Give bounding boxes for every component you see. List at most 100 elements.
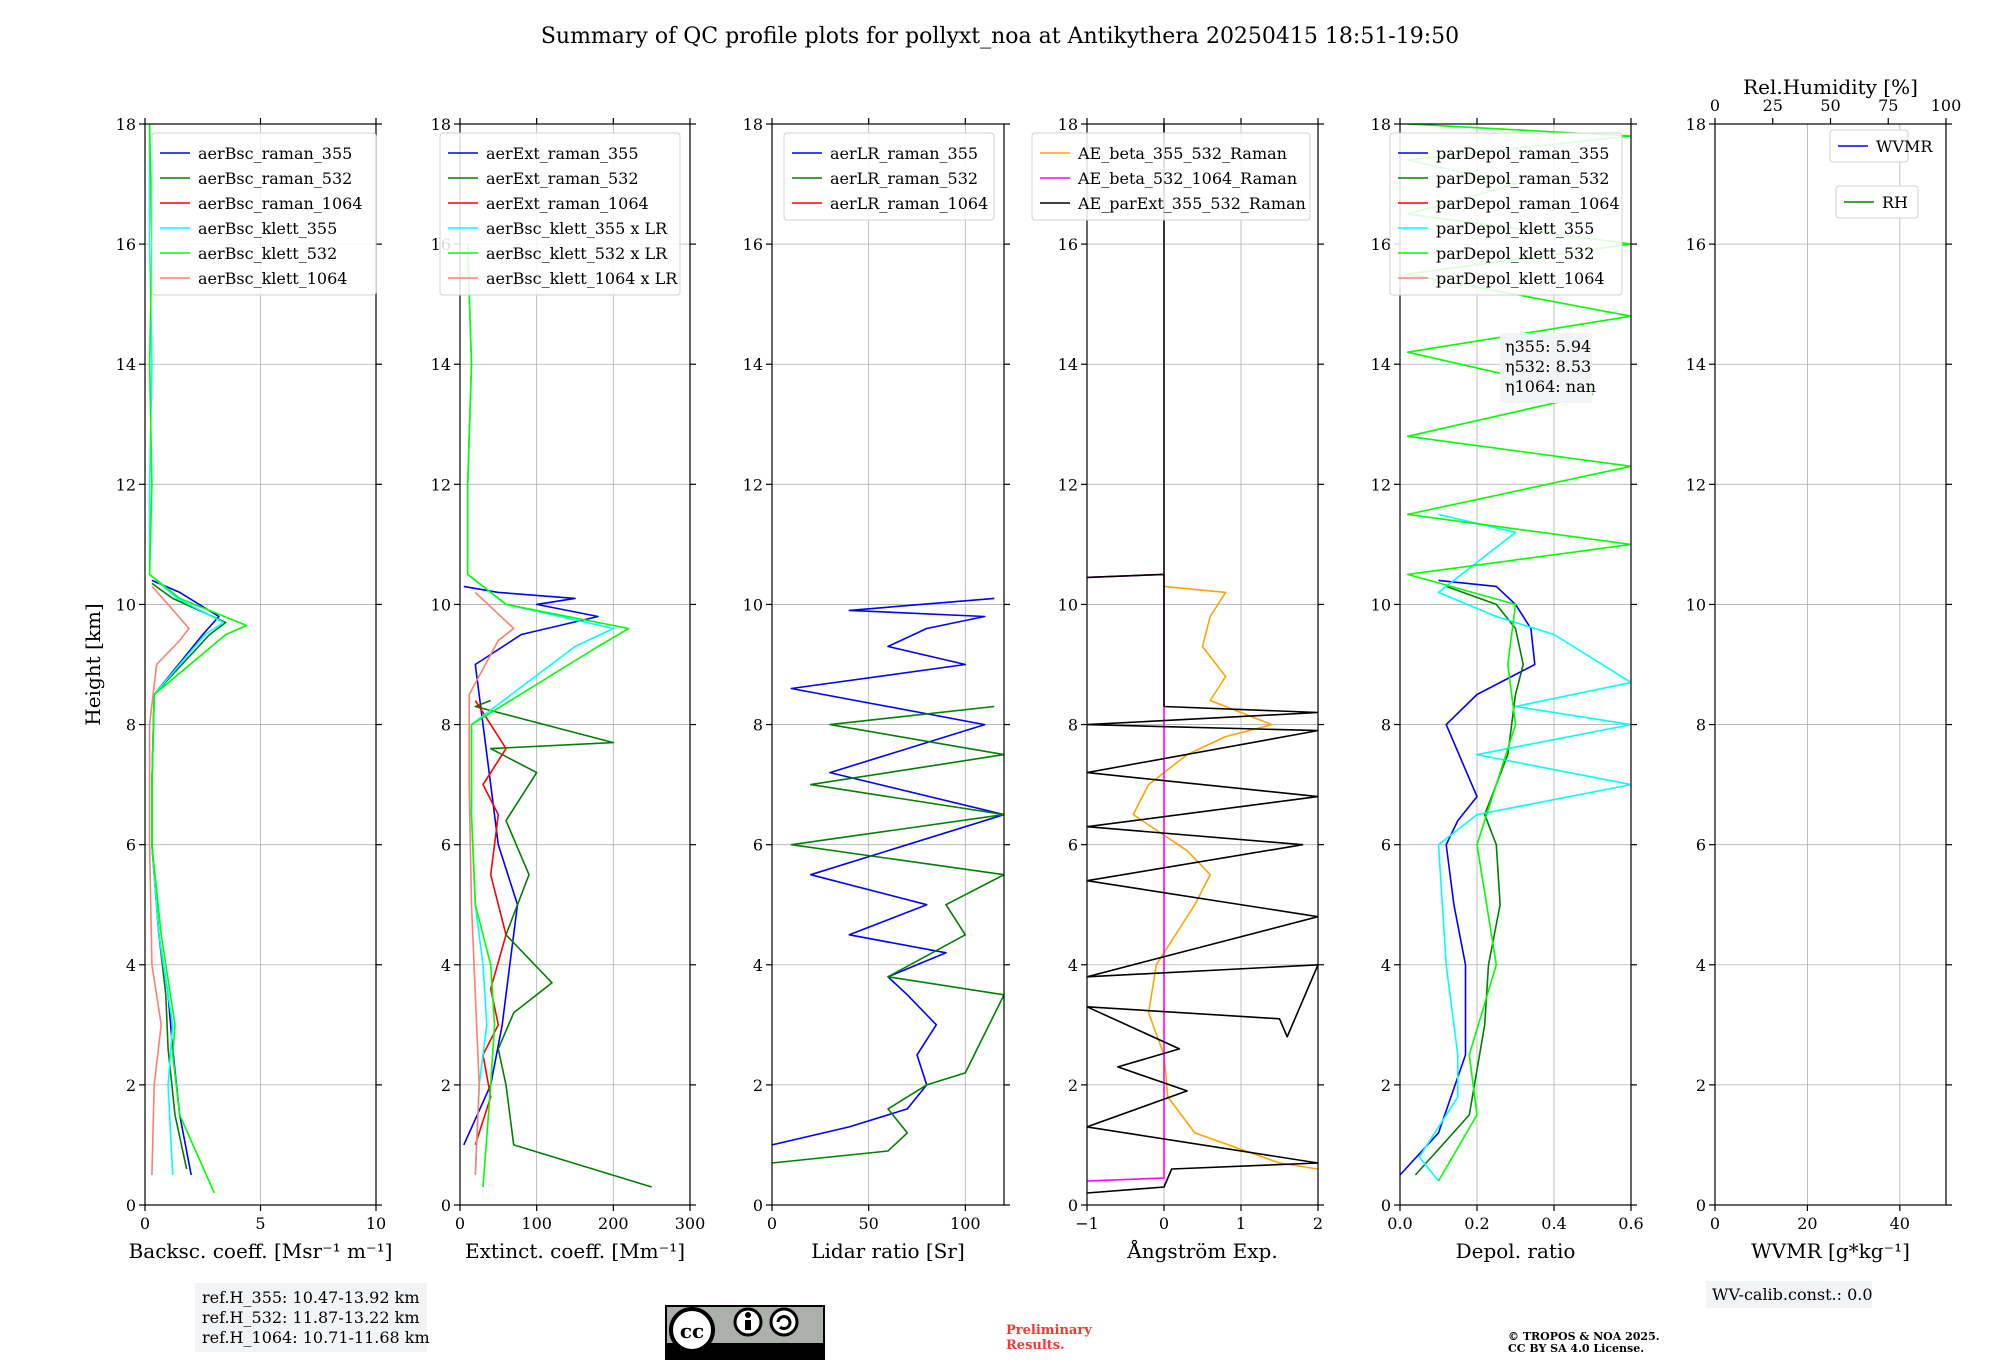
axes-frame — [771, 123, 1005, 1206]
ytick-label-2: 4 — [753, 956, 763, 975]
xtick-label-1: 0 — [1159, 1214, 1169, 1233]
legend-label-1: aerLR_raman_532 — [830, 169, 978, 188]
legend-frame — [151, 132, 377, 296]
legend-label-2: AE_parExt_355_532_Raman — [1077, 194, 1306, 213]
legend: parDepol_raman_355 parDepol_raman_532 parD… — [1389, 132, 1623, 296]
plot-area — [1087, 124, 1318, 1205]
legend-label-5: parDepol_klett_1064 — [1436, 269, 1605, 288]
ytick-label-5: 10 — [1371, 595, 1391, 614]
ytick-label-9: 18 — [116, 115, 136, 134]
legend-label-wvmr: WVMR — [1876, 137, 1933, 156]
legend: aerExt_raman_355 aerExt_raman_532 aerExt_r… — [439, 132, 681, 296]
ytick-label-7: 14 — [1371, 355, 1391, 374]
ytick-label-1: 2 — [1696, 1076, 1706, 1095]
cc-by-sa-logo: cc BY SA — [665, 1305, 825, 1360]
ytick-label-0: 0 — [753, 1196, 763, 1215]
refh-line-355: ref.H_355: 10.47-13.92 km — [202, 1288, 420, 1307]
axes-frame — [1086, 123, 1319, 1206]
legend-label-5: aerBsc_klett_1064 x LR — [486, 269, 678, 288]
ytick-label-7: 14 — [1058, 355, 1078, 374]
plot-area — [1715, 124, 1946, 1205]
ytick-label-9: 18 — [743, 115, 763, 134]
cc-sa-label: SA — [775, 1345, 794, 1359]
panel-depol: 0 2 4 6 8 10 12 14 16 18 0.0 0.2 0.4 0.6 Depol. ratio p… — [1371, 115, 1644, 1263]
series-line-depol-0 — [1400, 579, 1536, 1176]
series-line-depol-2 — [1418, 513, 1631, 1182]
xtick-label-1: 0.2 — [1464, 1214, 1489, 1233]
eta-line-0: η355: 5.94 — [1505, 337, 1591, 356]
series-line-ext-2 — [474, 700, 507, 1146]
ytick-label-6: 12 — [743, 475, 763, 494]
xtick-label-2: 1 — [1236, 1214, 1246, 1233]
ytick-label-2: 4 — [1068, 956, 1078, 975]
xtick-label-2: 200 — [598, 1214, 629, 1233]
ytick-label-5: 10 — [116, 595, 136, 614]
ytick-label-3: 6 — [753, 836, 763, 855]
preliminary-line1: Preliminary — [1006, 1323, 1092, 1338]
legend-label-2: parDepol_raman_1064 — [1436, 194, 1620, 213]
ytick-label-4: 8 — [753, 716, 763, 735]
legend-frame — [1389, 132, 1623, 296]
ytick-label-9: 18 — [1058, 115, 1078, 134]
legend-label-5: aerBsc_klett_1064 — [198, 269, 347, 288]
ytick-label-5: 10 — [1686, 595, 1706, 614]
xlabel: Backsc. coeff. [Msr⁻¹ m⁻¹] — [129, 1239, 393, 1263]
legend-label-0: aerLR_raman_355 — [830, 144, 978, 163]
x2tick-label-1: 25 — [1763, 96, 1783, 115]
ytick-label-6: 12 — [431, 475, 451, 494]
series-line-ext-5 — [468, 591, 515, 1176]
ytick-label-6: 12 — [1686, 475, 1706, 494]
xtick-label-3: 2 — [1313, 1214, 1323, 1233]
ytick-label-1: 2 — [753, 1076, 763, 1095]
eta-frame — [1500, 333, 1592, 403]
legend-frame — [1829, 129, 1909, 163]
x2tick-label-3: 75 — [1878, 96, 1898, 115]
ytick-label-6: 12 — [1371, 475, 1391, 494]
refh-line-532: ref.H_532: 11.87-13.22 km — [202, 1308, 420, 1327]
legend-label-2: aerBsc_raman_1064 — [198, 194, 363, 213]
ytick-label-2: 4 — [126, 956, 136, 975]
legend-label-1: aerExt_raman_532 — [486, 169, 639, 188]
x2label: Rel.Humidity [%] — [1743, 75, 1918, 99]
xtick-label-0: 0.0 — [1387, 1214, 1412, 1233]
wv-calib-text: WV-calib.const.: 0.0 — [1712, 1285, 1873, 1304]
legend-label-4: aerBsc_klett_532 — [198, 244, 337, 263]
copyright-line2: CC BY SA 4.0 License. — [1508, 1342, 1644, 1355]
xtick-label-0: 0 — [140, 1214, 150, 1233]
ytick-label-1: 2 — [1381, 1076, 1391, 1095]
xtick-label-0: 0 — [1710, 1214, 1720, 1233]
legend-frame — [1835, 185, 1919, 219]
legend-label-0: AE_beta_355_532_Raman — [1077, 144, 1287, 163]
series-group — [148, 124, 248, 1194]
ytick-label-7: 14 — [116, 355, 136, 374]
series-line-ext-0 — [463, 585, 599, 1146]
ytick-label-7: 14 — [1686, 355, 1706, 374]
ytick-label-4: 8 — [1696, 716, 1706, 735]
ytick-label-3: 6 — [441, 836, 451, 855]
xtick-label-2: 0.4 — [1541, 1214, 1566, 1233]
ytick-label-4: 8 — [1381, 716, 1391, 735]
ytick-label-9: 18 — [431, 115, 451, 134]
ylabel: Height [km] — [81, 603, 105, 725]
ytick-label-3: 6 — [126, 836, 136, 855]
ytick-label-8: 16 — [1686, 235, 1706, 254]
series-line-bsc-3 — [148, 124, 248, 1194]
ytick-label-1: 2 — [126, 1076, 136, 1095]
series-group — [463, 244, 652, 1188]
series-line-ext-4 — [466, 244, 630, 1188]
legend-label-0: aerBsc_raman_355 — [198, 144, 352, 163]
ytick-label-2: 4 — [1696, 956, 1706, 975]
series-group — [772, 597, 1004, 1164]
legend-label-1: aerBsc_raman_532 — [198, 169, 352, 188]
eta-line-1: η532: 8.53 — [1505, 357, 1591, 376]
ytick-label-0: 0 — [1068, 1196, 1078, 1215]
legend-label-rh: RH — [1882, 193, 1908, 212]
xtick-label-2: 40 — [1890, 1214, 1910, 1233]
panel-ext: 0246810121416180100200300Extinct. coeff.… — [431, 115, 706, 1263]
legend-label-2: aerLR_raman_1064 — [830, 194, 988, 213]
xtick-label-3: 0.6 — [1618, 1214, 1643, 1233]
xtick-label-0: 0 — [767, 1214, 777, 1233]
xlabel: Depol. ratio — [1456, 1239, 1576, 1263]
ytick-label-5: 10 — [1058, 595, 1078, 614]
